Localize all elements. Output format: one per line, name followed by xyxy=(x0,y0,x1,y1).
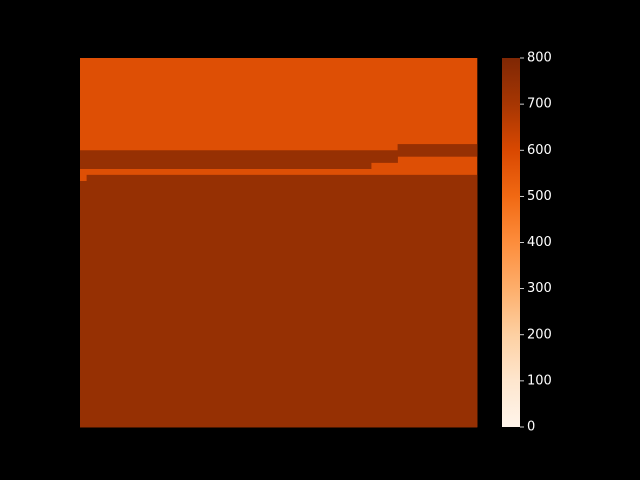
colorbar-tick-label: 700 xyxy=(527,97,552,112)
colorbar-tick-label: 0 xyxy=(527,420,535,435)
colorbar-tick-label: 200 xyxy=(527,327,552,342)
colorbar xyxy=(502,58,520,427)
heatmap-region-3 xyxy=(80,162,372,169)
colorbar-tick-label: 400 xyxy=(527,235,552,250)
colorbar-tick-label: 100 xyxy=(527,373,552,388)
heatmap-region-1 xyxy=(397,144,478,157)
heatmap-plot-area xyxy=(80,58,478,428)
colorbar-tick-label: 800 xyxy=(527,51,552,66)
colorbar-tick-label: 600 xyxy=(527,143,552,158)
colorbar-tick-label: 500 xyxy=(527,189,552,204)
heatmap-region-4 xyxy=(86,174,478,182)
heatmap-region-5 xyxy=(80,181,478,428)
colorbar-axis: 0 100 200 300 400 500 600 700 800 xyxy=(520,51,552,435)
colorbar-tick-label: 300 xyxy=(527,281,552,296)
heatmap-region-2 xyxy=(80,150,398,163)
